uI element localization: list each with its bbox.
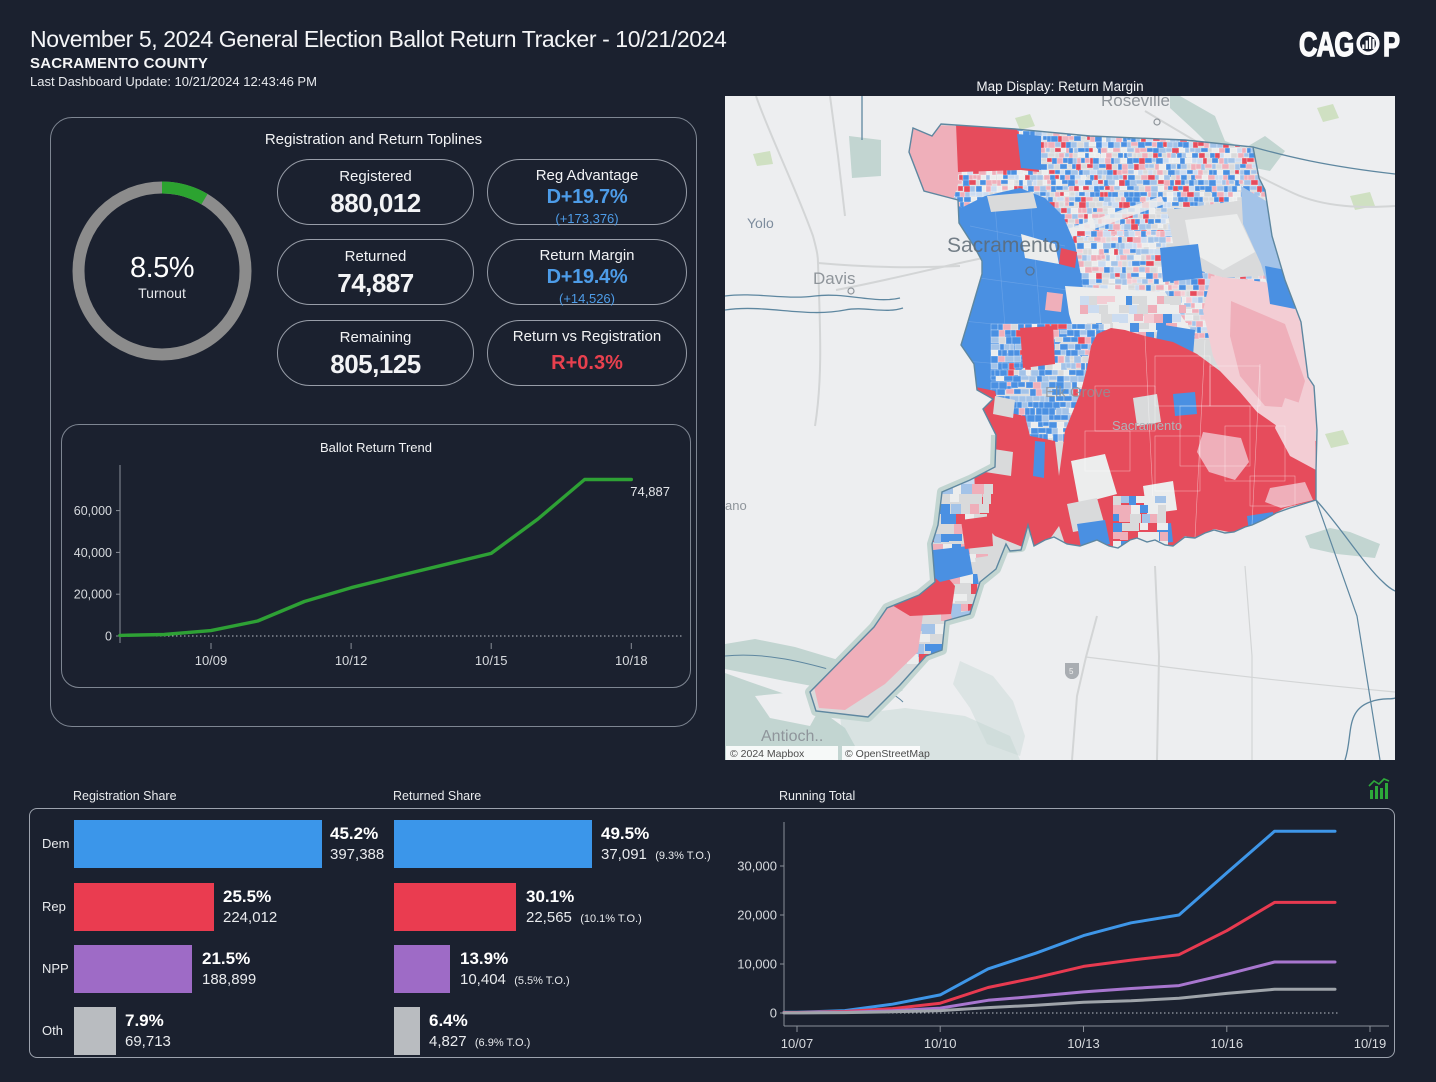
svg-text:10/07: 10/07 — [781, 1036, 814, 1051]
svg-text:Sacramento: Sacramento — [947, 234, 1060, 257]
svg-text:Roseville: Roseville — [1101, 96, 1170, 110]
svg-text:Sacramento: Sacramento — [1112, 418, 1182, 433]
svg-text:0: 0 — [770, 1006, 777, 1021]
svg-text:10/18: 10/18 — [615, 653, 648, 668]
svg-text:10/10: 10/10 — [924, 1036, 957, 1051]
svg-text:10/16: 10/16 — [1211, 1036, 1244, 1051]
svg-text:Davis: Davis — [813, 269, 856, 288]
svg-text:20,000: 20,000 — [737, 908, 777, 923]
svg-text:Yolo: Yolo — [747, 215, 774, 231]
svg-text:Antioch..: Antioch.. — [761, 728, 823, 745]
svg-text:© 2024 Mapbox: © 2024 Mapbox — [730, 748, 805, 760]
svg-text:60,000: 60,000 — [74, 504, 112, 518]
svg-text:10/19: 10/19 — [1354, 1036, 1387, 1051]
svg-text:40,000: 40,000 — [74, 546, 112, 560]
svg-text:10/15: 10/15 — [475, 653, 508, 668]
svg-text:© OpenStreetMap: © OpenStreetMap — [845, 748, 930, 760]
svg-text:10/13: 10/13 — [1067, 1036, 1100, 1051]
svg-text:30,000: 30,000 — [737, 859, 777, 874]
svg-text:0: 0 — [105, 630, 112, 644]
svg-text:10/09: 10/09 — [195, 653, 228, 668]
svg-text:10/12: 10/12 — [335, 653, 368, 668]
svg-text:ano: ano — [725, 498, 747, 513]
svg-text:Elk Grove: Elk Grove — [1045, 384, 1111, 401]
svg-text:74,887: 74,887 — [630, 484, 670, 499]
svg-text:CAG: CAG — [1299, 27, 1353, 60]
svg-text:P: P — [1383, 27, 1400, 60]
svg-text:5: 5 — [1069, 667, 1074, 676]
svg-text:10,000: 10,000 — [737, 957, 777, 972]
svg-text:20,000: 20,000 — [74, 588, 112, 602]
